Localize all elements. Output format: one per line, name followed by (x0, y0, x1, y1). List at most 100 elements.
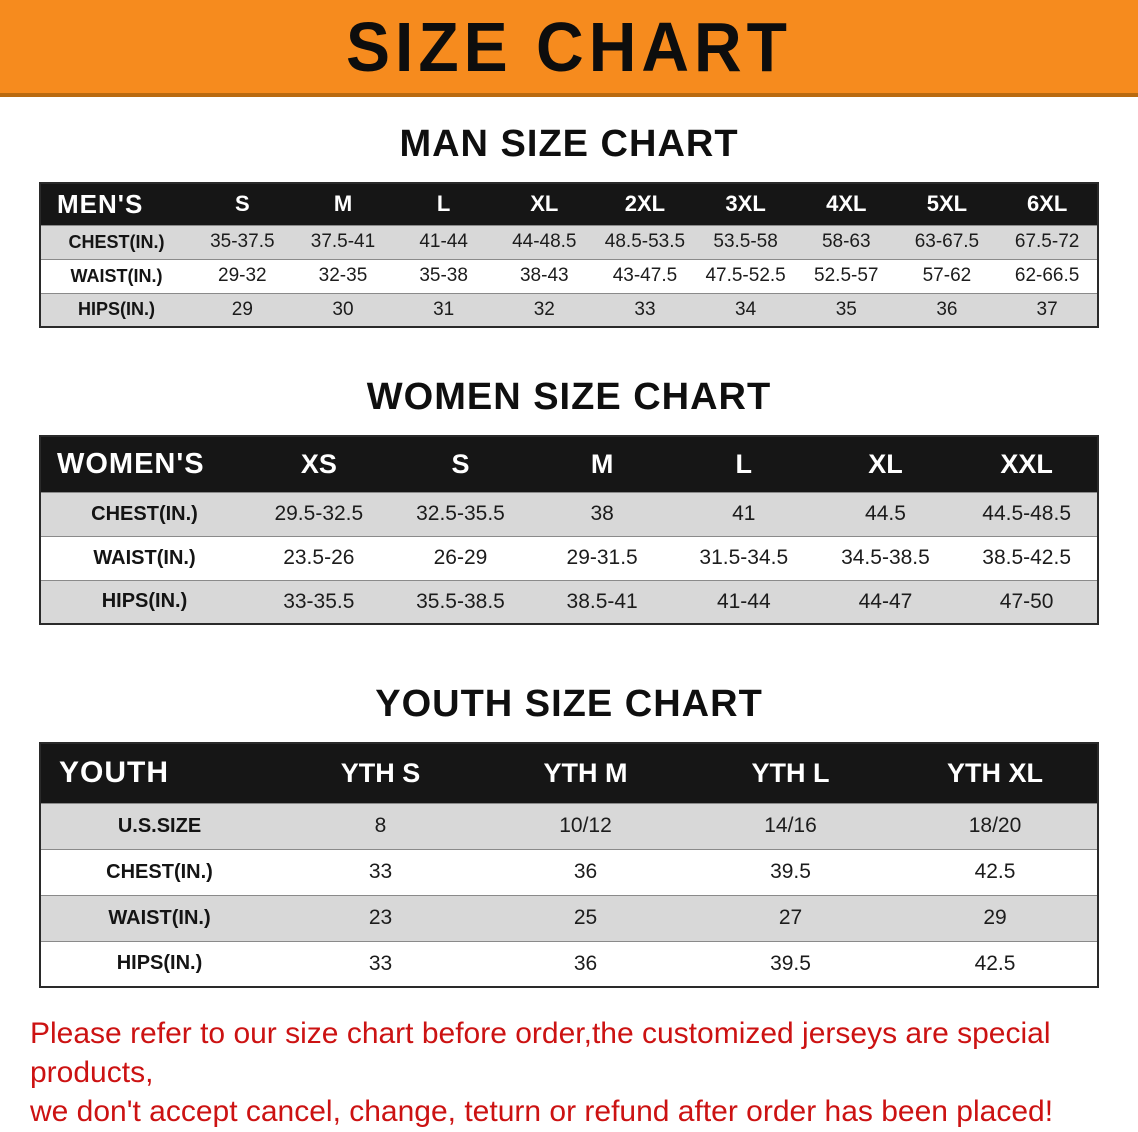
disclaimer-note: Please refer to our size chart before or… (30, 1014, 1114, 1131)
size-column-header: 2XL (594, 183, 696, 225)
table-row: U.S.SIZE 8 10/12 14/16 18/20 (40, 802, 1098, 849)
size-value-cell: 63-67.5 (896, 224, 998, 259)
size-value-cell: 36 (896, 292, 998, 327)
size-value-cell: 37.5-41 (292, 224, 394, 259)
mens-size-table: MEN'S S M L XL 2XL 3XL 4XL 5XL 6XL CHEST(IN.) 35-37… (39, 182, 1099, 328)
size-value-cell: 29.5-32.5 (248, 491, 390, 536)
size-value-cell: 47.5-52.5 (695, 258, 796, 293)
size-value-cell: 8 (278, 802, 483, 849)
row-label: WAIST(IN.) (40, 535, 248, 580)
row-label: U.S.SIZE (40, 802, 278, 849)
table-row: HIPS(IN.) 29 30 31 32 33 34 35 36 37 (40, 292, 1098, 327)
size-value-cell: 33 (278, 940, 483, 987)
size-value-cell: 29-31.5 (531, 535, 673, 580)
youth-size-section: YOUTH SIZE CHART YOUTH YTH S YTH M YTH L YTH… (0, 683, 1138, 988)
womens-size-table: WOMEN'S XS S M L XL XXL CHEST(IN.) 29.5-32.5 32.5… (39, 435, 1099, 625)
size-value-cell: 25 (483, 894, 688, 941)
size-value-cell: 57-62 (896, 258, 998, 293)
row-label: CHEST(IN.) (40, 848, 278, 895)
size-value-cell: 32.5-35.5 (389, 491, 532, 536)
size-value-cell: 31.5-34.5 (672, 535, 815, 580)
size-column-header: YTH XL (893, 743, 1098, 803)
size-value-cell: 27 (688, 894, 893, 941)
size-value-cell: 18/20 (893, 802, 1098, 849)
table-row: CHEST(IN.) 35-37.5 37.5-41 41-44 44-48.5 48.5… (40, 224, 1098, 259)
youth-size-table: YOUTH YTH S YTH M YTH L YTH XL U.S.SIZE 8 10/12… (39, 742, 1099, 988)
disclaimer-line-2: we don't accept cancel, change, teturn o… (30, 1095, 1054, 1128)
size-value-cell: 29 (192, 292, 293, 327)
size-value-cell: 35-37.5 (192, 224, 293, 259)
size-column-header: 5XL (896, 183, 998, 225)
size-value-cell: 36 (483, 848, 688, 895)
row-label: WAIST(IN.) (40, 258, 192, 293)
size-column-header: L (672, 436, 815, 492)
size-value-cell: 35 (795, 292, 897, 327)
size-value-cell: 29-32 (192, 258, 293, 293)
size-column-header: L (393, 183, 494, 225)
mens-section-heading: MAN SIZE CHART (399, 123, 739, 165)
womens-section-heading: WOMEN SIZE CHART (366, 376, 772, 418)
size-column-header: S (192, 183, 293, 225)
row-label: HIPS(IN.) (40, 579, 248, 624)
size-value-cell: 44.5-48.5 (956, 491, 1098, 536)
table-row: WAIST(IN.) 29-32 32-35 35-38 38-43 43-47.5 47.… (40, 258, 1098, 293)
row-label: HIPS(IN.) (40, 940, 278, 987)
size-value-cell: 35.5-38.5 (389, 579, 532, 624)
size-value-cell: 31 (393, 292, 494, 327)
table-row: WAIST(IN.) 23 25 27 29 (40, 894, 1098, 941)
size-column-header: XL (493, 183, 595, 225)
size-value-cell: 36 (483, 940, 688, 987)
size-value-cell: 14/16 (688, 802, 893, 849)
size-value-cell: 62-66.5 (997, 258, 1098, 293)
size-value-cell: 41-44 (393, 224, 494, 259)
size-value-cell: 38-43 (493, 258, 595, 293)
table-header-row: YOUTH YTH S YTH M YTH L YTH XL (40, 743, 1098, 803)
size-value-cell: 10/12 (483, 802, 688, 849)
size-value-cell: 44-48.5 (493, 224, 595, 259)
size-column-header: YTH S (278, 743, 483, 803)
size-value-cell: 39.5 (688, 848, 893, 895)
size-value-cell: 44.5 (814, 491, 957, 536)
table-corner-label: MEN'S (40, 183, 192, 225)
womens-size-section: WOMEN SIZE CHART WOMEN'S XS S M L XL XXL CHEST(… (0, 376, 1138, 625)
size-column-header: 3XL (695, 183, 796, 225)
size-column-header: M (531, 436, 673, 492)
table-row: HIPS(IN.) 33 36 39.5 42.5 (40, 940, 1098, 987)
size-value-cell: 52.5-57 (795, 258, 897, 293)
size-column-header: XS (248, 436, 390, 492)
size-value-cell: 41-44 (672, 579, 815, 624)
size-column-header: 4XL (795, 183, 897, 225)
size-value-cell: 30 (292, 292, 394, 327)
page-title: SIZE CHART (346, 7, 792, 86)
size-value-cell: 34.5-38.5 (814, 535, 957, 580)
size-value-cell: 44-47 (814, 579, 957, 624)
row-label: CHEST(IN.) (40, 491, 248, 536)
size-value-cell: 23.5-26 (248, 535, 390, 580)
size-value-cell: 38.5-41 (531, 579, 673, 624)
size-column-header: 6XL (997, 183, 1098, 225)
size-column-header: YTH L (688, 743, 893, 803)
size-value-cell: 37 (997, 292, 1098, 327)
size-column-header: S (389, 436, 532, 492)
size-value-cell: 42.5 (893, 848, 1098, 895)
size-value-cell: 34 (695, 292, 796, 327)
size-value-cell: 67.5-72 (997, 224, 1098, 259)
size-value-cell: 32 (493, 292, 595, 327)
size-value-cell: 35-38 (393, 258, 494, 293)
size-value-cell: 32-35 (292, 258, 394, 293)
table-row: CHEST(IN.) 33 36 39.5 42.5 (40, 848, 1098, 895)
size-value-cell: 39.5 (688, 940, 893, 987)
table-row: CHEST(IN.) 29.5-32.5 32.5-35.5 38 41 44.5 44.5… (40, 491, 1098, 536)
title-banner: SIZE CHART (0, 0, 1138, 97)
row-label: CHEST(IN.) (40, 224, 192, 259)
mens-size-section: MAN SIZE CHART MEN'S S M L XL 2XL 3XL 4XL 5XL 6XL… (0, 123, 1138, 328)
row-label: HIPS(IN.) (40, 292, 192, 327)
table-corner-label: YOUTH (40, 743, 278, 803)
size-value-cell: 33 (594, 292, 696, 327)
size-value-cell: 42.5 (893, 940, 1098, 987)
size-value-cell: 38.5-42.5 (956, 535, 1098, 580)
table-row: HIPS(IN.) 33-35.5 35.5-38.5 38.5-41 41-44 44-… (40, 579, 1098, 624)
size-value-cell: 33-35.5 (248, 579, 390, 624)
table-header-row: WOMEN'S XS S M L XL XXL (40, 436, 1098, 492)
